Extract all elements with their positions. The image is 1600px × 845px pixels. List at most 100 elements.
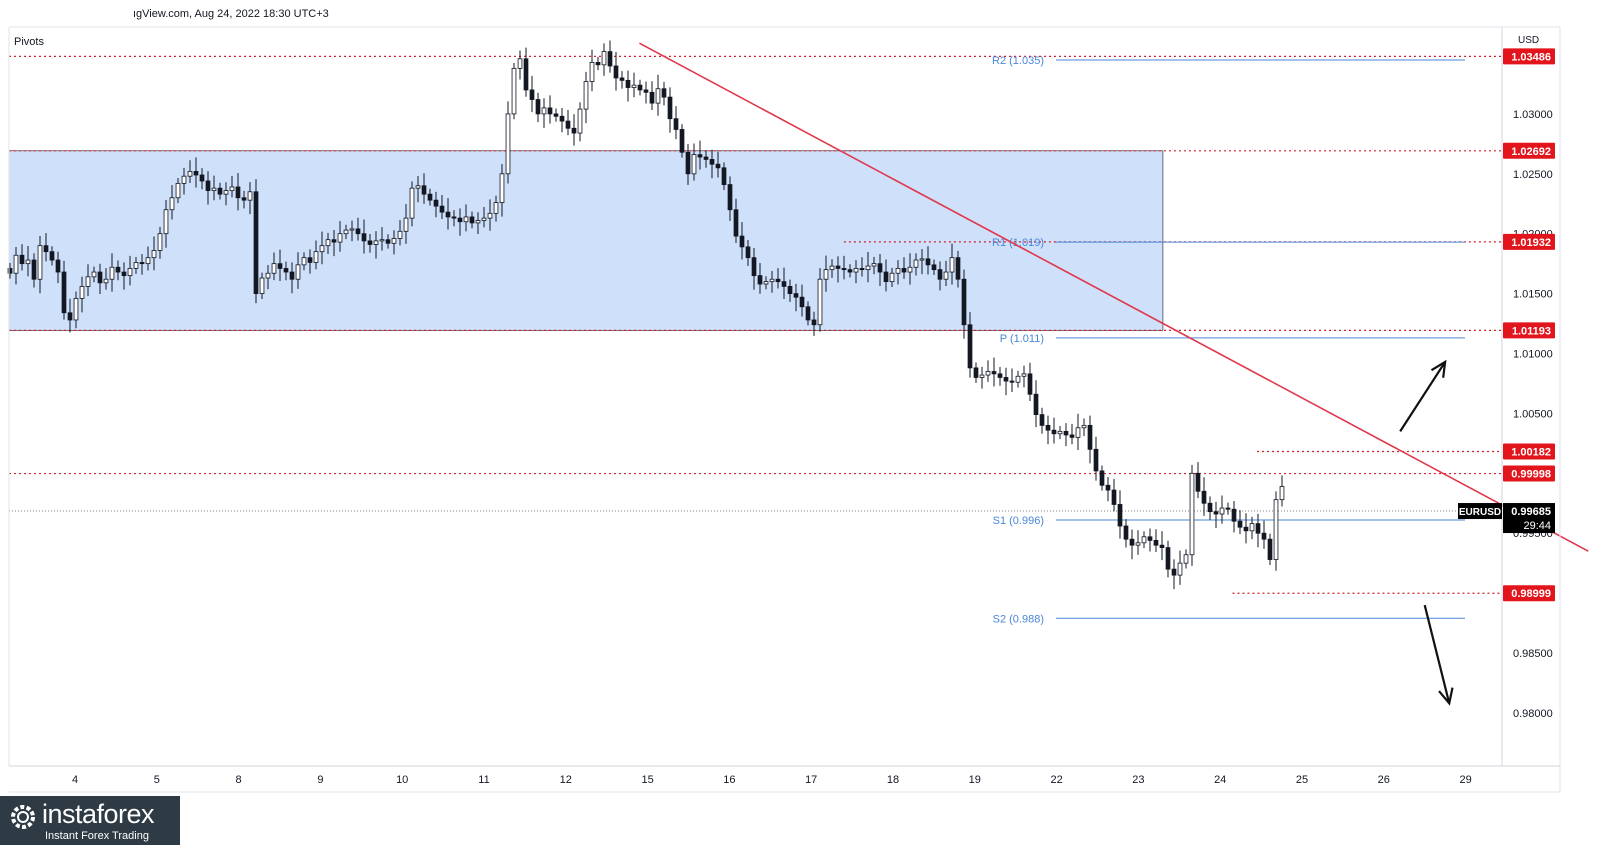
candle-body [157,233,163,251]
candle-body [799,296,805,308]
candle-body [1213,511,1219,515]
indicator-label[interactable]: Pivots [14,36,44,48]
candle-body [409,187,415,219]
candle-body [319,245,325,253]
candle-body [1129,538,1135,546]
axes: 1.030001.025001.020001.015001.010001.005… [8,26,1561,793]
candle-body [295,264,301,280]
candle-body [985,371,991,376]
candle-body [337,233,343,243]
countdown-label: 29:44 [1523,520,1551,532]
candle-body [109,266,115,280]
candle-body [259,277,265,295]
candle-body [1231,508,1237,522]
candle-body [607,51,613,67]
candle-body [781,281,787,287]
candle-body [511,67,517,115]
candle-body [523,58,529,91]
pivot-label: R1 (1.019) [992,237,1044,249]
candle-body [1171,568,1177,576]
candle-body [961,278,967,326]
x-tick-label: 15 [641,774,653,786]
candle-body [1177,562,1183,576]
horizontal-levels [9,55,1502,594]
candle-body [1147,536,1153,541]
candle-body [133,262,139,269]
candle-body [649,91,655,104]
candle-body [1045,424,1051,431]
price-tag-label: 1.03486 [1511,51,1551,63]
candle-body [931,264,937,271]
candle-body [43,245,49,253]
candle-body [1135,542,1141,546]
candle-body [1201,490,1207,504]
last-price-label: 0.99685 [1511,506,1551,518]
candle-body [331,239,337,243]
candlestick-series [7,40,1285,590]
candle-body [829,265,835,271]
candle-body [253,191,259,295]
candle-body [901,268,907,273]
x-tick-label: 8 [236,774,242,786]
candle-body [547,107,553,115]
candle-body [493,202,499,214]
candle-body [85,276,91,287]
candle-body [811,319,817,326]
candle-body [1033,393,1039,415]
candle-body [1261,532,1267,540]
candle-body [457,217,463,223]
candle-body [367,240,373,245]
x-tick-label: 16 [723,774,735,786]
candle-body [379,239,385,242]
last-price-tag [1503,503,1555,534]
x-tick-label: 26 [1378,774,1390,786]
candle-body [721,167,727,185]
candle-body [877,263,883,273]
candle-body [121,271,127,277]
candle-body [181,175,187,184]
candle-body [1093,448,1099,472]
candle-body [751,257,757,277]
candle-body [1195,472,1201,492]
candle-body [847,269,853,273]
candle-body [1123,525,1129,540]
candle-body [697,154,703,158]
candle-body [265,272,271,279]
candle-body [241,197,247,201]
symbol-tag [1458,503,1502,520]
candle-body [1069,434,1075,438]
candle-body [223,190,229,195]
price-tag [1503,48,1555,65]
candle-body [775,278,781,283]
candle-body [841,268,847,271]
candle-body [325,239,331,247]
candle-body [859,268,865,271]
candle-body [1141,536,1147,544]
price-tag-label: 0.98999 [1511,588,1551,600]
candle-body [283,268,289,273]
candle-body [1207,502,1213,513]
candle-body [1075,427,1081,438]
price-tag [1503,142,1555,159]
candle-body [583,81,589,110]
y-tick-label: 0.98000 [1513,708,1553,720]
candle-body [145,257,151,265]
candle-body [55,259,61,273]
candle-body [301,257,307,266]
x-tick-label: 9 [317,774,323,786]
candle-body [919,258,925,261]
candle-body [31,259,37,280]
candle-body [427,193,433,201]
y-tick-label: 1.03000 [1513,109,1553,121]
candle-body [691,154,697,175]
candle-body [529,89,535,100]
candle-body [355,228,361,235]
candle-body [37,245,43,280]
candle-body [169,197,175,211]
x-tick-label: 19 [969,774,981,786]
candle-body [25,259,31,265]
candle-body [745,246,751,259]
candle-body [217,187,223,195]
candle-body [763,281,769,285]
